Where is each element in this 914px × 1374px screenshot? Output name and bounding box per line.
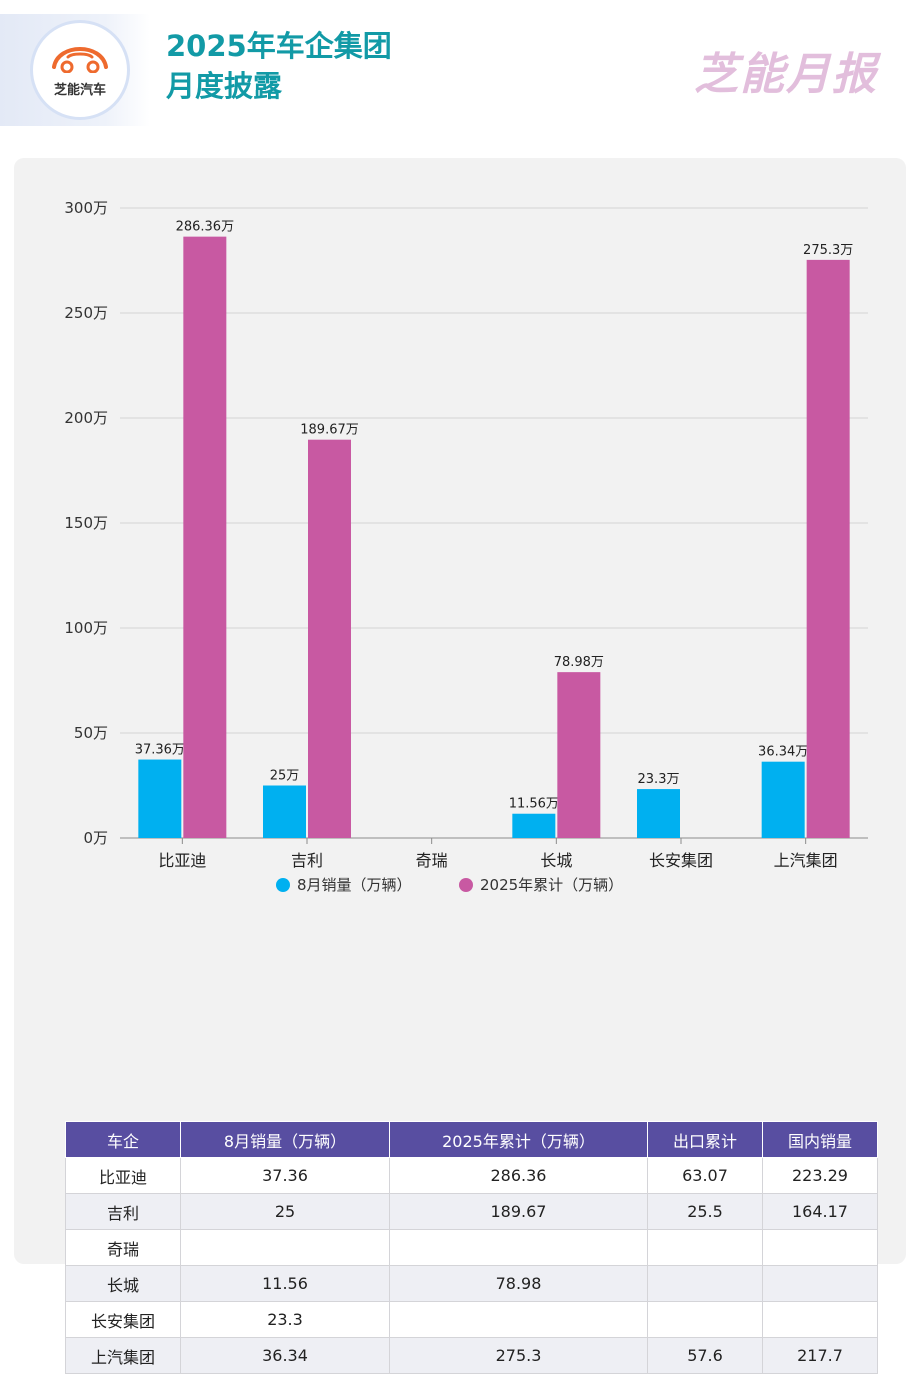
data-label: 189.67万 [300,423,359,438]
title-line-1: 2025年车企集团 [166,29,392,63]
data-label: 78.98万 [554,655,604,670]
table-cell: 57.6 [647,1337,763,1374]
table-cell [389,1301,648,1338]
y-tick-label: 200万 [64,409,108,427]
legend-label: 2025年累计（万辆） [480,876,623,894]
bar [557,672,601,838]
table-cell: 275.3 [389,1337,648,1374]
table-cell: 217.7 [762,1337,878,1374]
y-tick-label: 100万 [64,619,108,637]
table-cell [389,1229,648,1266]
header: 芝能汽车 2025年车企集团 月度披露 芝能月报 [0,0,914,140]
table-row: 长城 11.56 78.98 [65,1265,878,1302]
bar [637,789,680,838]
table-cell: 189.67 [389,1193,648,1230]
data-table-wrapper: 车企 8月销量（万辆） 2025年累计（万辆） 出口累计 国内销量 比亚迪 37.36 28… [65,1121,878,1374]
table-cell [647,1265,763,1302]
bar [138,759,182,838]
legend-marker [276,878,290,892]
table-row: 比亚迪 37.36 286.36 63.07 223.29 [65,1157,878,1194]
bar [183,236,227,839]
table-header-cell: 出口累计 [647,1121,763,1158]
x-tick-label: 比亚迪 [158,851,206,870]
bar [512,813,556,838]
table-cell [762,1265,878,1302]
table-cell: 37.36 [180,1157,390,1194]
bar [263,785,306,838]
table-cell: 63.07 [647,1157,763,1194]
table-header-cell: 2025年累计（万辆） [389,1121,648,1158]
table-row-header: 比亚迪 [65,1157,181,1194]
page-title: 2025年车企集团 月度披露 [166,26,392,106]
bar [308,439,351,838]
data-label: 23.3万 [638,772,680,787]
legend-label: 8月销量（万辆） [297,876,412,894]
y-tick-label: 50万 [74,724,108,742]
table-cell: 25 [180,1193,390,1230]
table-cell [762,1229,878,1266]
bar [761,761,805,838]
table-cell: 36.34 [180,1337,390,1374]
data-label: 11.56万 [509,797,559,812]
y-tick-label: 150万 [64,514,108,532]
table-cell [647,1301,763,1338]
data-table: 车企 8月销量（万辆） 2025年累计（万辆） 出口累计 国内销量 比亚迪 37.36 28… [65,1121,878,1374]
table-row-header: 长安集团 [65,1301,181,1338]
table-row: 长安集团 23.3 [65,1301,878,1338]
table-cell: 25.5 [647,1193,763,1230]
table-cell [180,1229,390,1266]
car-logo-icon [52,46,108,73]
table-header-cell: 8月销量（万辆） [180,1121,390,1158]
table-row-header: 奇瑞 [65,1229,181,1266]
table-cell [762,1301,878,1338]
table-cell: 11.56 [180,1265,390,1302]
table-row: 上汽集团 36.34 275.3 57.6 217.7 [65,1337,878,1374]
table-header-row: 车企 8月销量（万辆） 2025年累计（万辆） 出口累计 国内销量 [65,1121,878,1158]
table-cell: 78.98 [389,1265,648,1302]
title-line-2: 月度披露 [166,69,283,103]
y-tick-label: 250万 [64,304,108,322]
legend-marker [459,878,473,892]
table-header-cell: 国内销量 [762,1121,878,1158]
x-tick-label: 吉利 [291,851,323,870]
table-row: 吉利 25 189.67 25.5 164.17 [65,1193,878,1230]
table-row-header: 上汽集团 [65,1337,181,1374]
x-tick-label: 长城 [540,851,572,870]
table-cell: 223.29 [762,1157,878,1194]
bar [806,259,850,838]
table-cell: 286.36 [389,1157,648,1194]
table-header-cell: 车企 [65,1121,181,1158]
logo: 芝能汽车 [30,20,130,120]
data-label: 25万 [270,769,300,784]
x-tick-label: 上汽集团 [774,851,838,870]
table-cell: 23.3 [180,1301,390,1338]
data-label: 275.3万 [803,243,853,258]
table-row-header: 长城 [65,1265,181,1302]
x-tick-label: 长安集团 [649,851,713,870]
table-cell: 164.17 [762,1193,878,1230]
y-tick-label: 0万 [83,829,108,847]
table-cell [647,1229,763,1266]
data-label: 286.36万 [176,220,235,235]
y-tick-label: 300万 [64,199,108,217]
logo-text: 芝能汽车 [53,83,106,98]
chart-panel: 0万 50万 100万 150万 200万 250万 300万比亚迪 37.36万 286.36… [14,158,906,1374]
data-label: 36.34万 [758,745,808,760]
table-row-header: 吉利 [65,1193,181,1230]
x-tick-label: 奇瑞 [416,851,448,870]
table-row: 奇瑞 [65,1229,878,1266]
data-label: 37.36万 [135,743,185,758]
brand-watermark: 芝能月报 [694,49,878,100]
